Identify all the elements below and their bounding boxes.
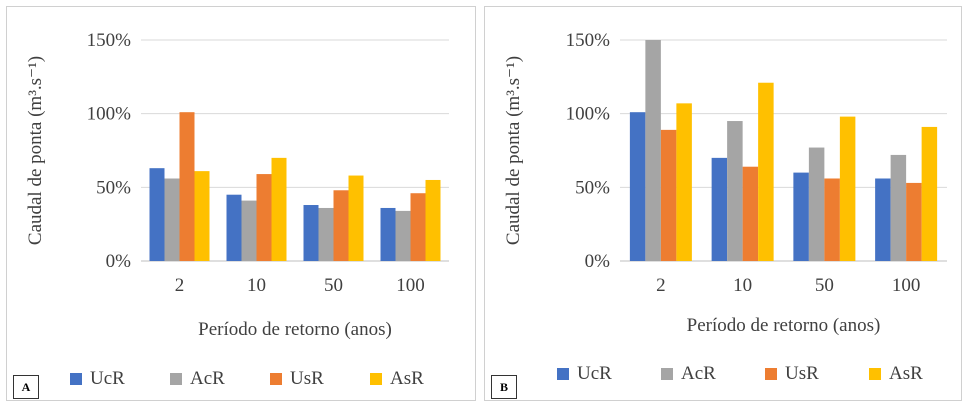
- chart-1-bar-ucr-2: [629, 112, 646, 262]
- chart-1-legend-swatch-usr: [765, 368, 777, 380]
- chart-0-ytick-label: 0%: [106, 251, 132, 272]
- chart-0-bar-acr-50: [318, 207, 334, 261]
- panel-label-a: A: [13, 375, 39, 399]
- chart-0-bar-asr-50: [348, 175, 364, 261]
- chart-0-bar-ucr-10: [226, 194, 242, 261]
- chart-1-bar-usr-10: [742, 166, 759, 261]
- chart-panel-a: 0% 50% 100% 150% 2 10 50 100 Período de retorno …: [6, 6, 476, 401]
- chart-1-ytick-label: 150%: [566, 30, 611, 51]
- chart-b-svg: 0% 50% 100% 150% 2 10 50 100 Período de retorno …: [503, 30, 947, 384]
- chart-0-x-axis-title: Período de retorno (anos): [198, 319, 392, 340]
- chart-panel-b: 0% 50% 100% 150% 2 10 50 100 Período de retorno …: [484, 6, 962, 401]
- chart-1-legend-swatch-asr: [869, 368, 881, 380]
- chart-0-bar-asr-2: [194, 171, 210, 261]
- chart-0-y-axis-title: Caudal de ponta (m³.s⁻¹): [25, 56, 46, 245]
- chart-0-bar-usr-100: [410, 193, 426, 261]
- chart-1-y-axis-title: Caudal de ponta (m³.s⁻¹): [503, 56, 524, 245]
- chart-0-legend-swatch-acr: [170, 373, 182, 385]
- chart-1-x-axis-title: Período de retorno (anos): [687, 315, 881, 336]
- chart-0-legend-label: AsR: [390, 368, 424, 389]
- chart-0-xtick-label: 100: [396, 275, 425, 296]
- chart-1-bar-asr-10: [758, 82, 774, 261]
- chart-1-legend-swatch-acr: [661, 368, 673, 380]
- chart-1-xtick-label: 100: [892, 275, 921, 296]
- chart-0-bar-asr-10: [271, 157, 287, 261]
- chart-0-bar-asr-100: [425, 179, 441, 261]
- chart-0-xtick-label: 10: [247, 275, 266, 296]
- chart-0-bar-ucr-2: [149, 168, 165, 261]
- chart-0-xtick-label: 2: [175, 275, 185, 296]
- chart-1-bar-ucr-100: [875, 178, 891, 261]
- chart-1-bar-usr-50: [824, 178, 840, 261]
- chart-1-bar-asr-50: [839, 116, 856, 261]
- chart-0-ytick-label: 100%: [87, 104, 132, 125]
- chart-0-ytick-label: 150%: [87, 30, 132, 51]
- chart-1-ytick-label: 100%: [566, 104, 611, 125]
- chart-a-svg: 0% 50% 100% 150% 2 10 50 100 Período de retorno …: [25, 30, 449, 389]
- chart-1-bar-usr-100: [906, 182, 922, 261]
- chart-0-ytick-label: 50%: [96, 177, 131, 198]
- chart-0-legend-swatch-ucr: [70, 373, 82, 385]
- chart-0-bar-acr-2: [164, 178, 180, 261]
- chart-0-bar-acr-10: [241, 200, 257, 261]
- chart-0-legend-swatch-usr: [270, 373, 282, 385]
- chart-1-legend-label: AsR: [889, 363, 923, 384]
- chart-1-bar-ucr-50: [793, 172, 809, 261]
- chart-0-legend-label: UcR: [90, 368, 125, 389]
- chart-1-bar-acr-10: [727, 121, 743, 262]
- chart-0-legend-label: AcR: [190, 368, 225, 389]
- chart-1-ytick-label: 0%: [585, 251, 611, 272]
- chart-1-legend-swatch-ucr: [557, 368, 569, 380]
- chart-1-bar-acr-100: [890, 154, 907, 261]
- chart-0-bar-usr-10: [256, 174, 272, 261]
- chart-1-ytick-label: 50%: [575, 177, 610, 198]
- chart-1-bar-asr-100: [921, 126, 938, 261]
- chart-1-bar-asr-2: [676, 103, 692, 261]
- chart-1-legend-label: AcR: [681, 363, 716, 384]
- chart-0-bar-usr-50: [333, 190, 349, 261]
- chart-1-xtick-label: 50: [815, 275, 834, 296]
- chart-1-bar-acr-50: [808, 147, 825, 261]
- chart-0-legend-label: UsR: [290, 368, 324, 389]
- chart-0-bar-acr-100: [395, 210, 411, 261]
- chart-1-bar-usr-2: [660, 129, 677, 261]
- chart-0-legend-swatch-asr: [370, 373, 382, 385]
- chart-0-bar-usr-2: [179, 112, 195, 262]
- chart-0-xtick-label: 50: [324, 275, 343, 296]
- chart-1-legend-label: UcR: [577, 363, 612, 384]
- chart-0-bar-ucr-100: [380, 207, 396, 261]
- chart-1-xtick-label: 2: [656, 275, 666, 296]
- chart-0-bar-ucr-50: [303, 205, 319, 261]
- chart-1-xtick-label: 10: [733, 275, 752, 296]
- chart-1-legend-label: UsR: [785, 363, 819, 384]
- chart-1-bar-acr-2: [645, 40, 661, 261]
- panel-label-b: B: [491, 375, 517, 399]
- chart-1-bar-ucr-10: [711, 157, 728, 261]
